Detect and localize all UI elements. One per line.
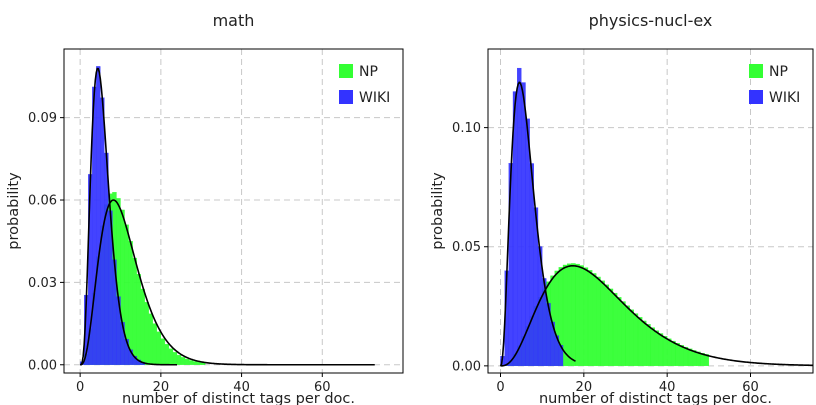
y-tick-label: 0.10 — [452, 121, 481, 136]
y-tick-label: 0.00 — [28, 358, 57, 373]
bar — [189, 360, 193, 364]
bar — [646, 324, 650, 366]
bar — [580, 265, 584, 365]
bar — [584, 268, 588, 366]
bar — [601, 281, 605, 366]
bar — [634, 314, 638, 366]
legend-label-wiki: WIKI — [359, 90, 390, 106]
bar — [141, 289, 145, 365]
bar — [617, 297, 621, 366]
bar — [621, 302, 625, 366]
bar — [638, 317, 642, 366]
legend-swatch-np — [749, 64, 763, 78]
bar — [651, 328, 655, 366]
y-tick-label: 0.06 — [28, 194, 57, 209]
chart-title: physics-nucl-ex — [589, 11, 713, 30]
bar — [642, 321, 646, 366]
chart-title: math — [213, 11, 255, 30]
bar — [165, 344, 169, 365]
x-tick-label: 0 — [76, 380, 84, 395]
y-axis-label: probability — [430, 172, 446, 250]
chart-panel-2: physics-nucl-ex0 20 40 600.000.050.10number… — [430, 11, 813, 405]
bar — [161, 339, 165, 365]
y-tick-label: 0.09 — [28, 111, 57, 126]
legend-swatch-np — [339, 64, 353, 78]
x-axis-label: number of distinct tags per doc. — [122, 391, 355, 405]
bar — [145, 302, 149, 365]
bar — [521, 83, 525, 366]
bar — [609, 289, 613, 366]
bar — [185, 359, 189, 365]
bar — [667, 339, 671, 366]
bar — [605, 285, 609, 366]
bar — [655, 331, 659, 366]
bar — [613, 293, 617, 366]
bar — [153, 324, 157, 365]
bar — [626, 306, 630, 366]
bar — [177, 355, 181, 365]
legend-label-wiki: WIKI — [769, 90, 800, 106]
bar — [567, 264, 571, 366]
bar — [173, 352, 177, 364]
bar — [157, 332, 161, 365]
legend-swatch-wiki — [339, 90, 353, 104]
legend-label-np: NP — [359, 64, 378, 80]
bar — [149, 314, 153, 365]
y-tick-label: 0.00 — [452, 359, 481, 374]
bar — [592, 273, 596, 365]
y-axis-label: probability — [6, 172, 22, 250]
bar — [197, 362, 201, 364]
bar — [684, 347, 688, 366]
bar — [133, 258, 137, 365]
bar — [596, 277, 600, 366]
bar — [676, 343, 680, 366]
x-axis-label: number of distinct tags per doc. — [539, 391, 772, 405]
y-tick-label: 0.05 — [452, 240, 481, 255]
bar — [193, 362, 197, 365]
bar — [137, 274, 141, 365]
bar — [181, 357, 185, 364]
bar — [688, 349, 692, 366]
bar — [96, 66, 100, 364]
bar — [663, 336, 667, 366]
bar — [588, 270, 592, 366]
bar — [571, 263, 575, 365]
bar — [659, 334, 663, 366]
bar — [630, 310, 634, 366]
bar — [680, 345, 684, 366]
bar — [671, 341, 675, 366]
bar — [169, 349, 173, 365]
x-tick-label: 0 — [496, 380, 504, 395]
legend-swatch-wiki — [749, 90, 763, 104]
bar — [576, 264, 580, 366]
legend-label-np: NP — [769, 64, 788, 80]
bar — [517, 68, 521, 366]
y-tick-label: 0.03 — [28, 276, 57, 291]
